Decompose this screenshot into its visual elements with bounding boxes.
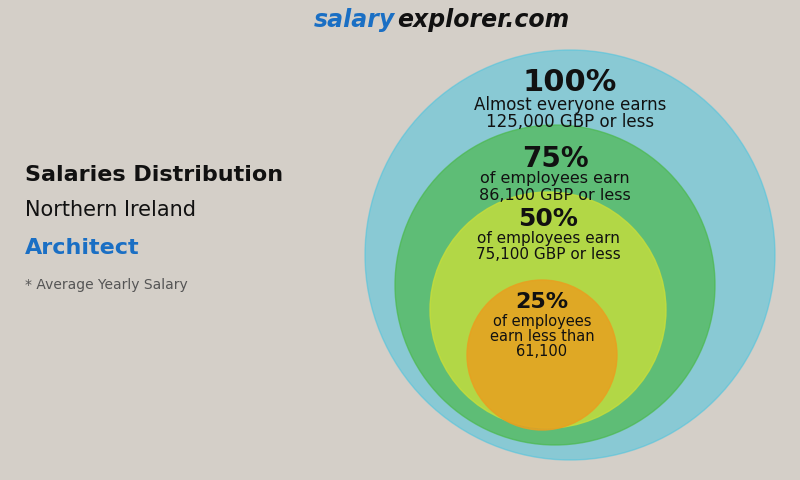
Text: explorer.com: explorer.com: [397, 8, 570, 32]
Circle shape: [430, 192, 666, 428]
Text: earn less than: earn less than: [490, 329, 594, 344]
Text: 50%: 50%: [518, 207, 578, 231]
Text: 100%: 100%: [523, 68, 617, 97]
Text: Northern Ireland: Northern Ireland: [25, 200, 196, 220]
Text: Almost everyone earns: Almost everyone earns: [474, 96, 666, 114]
Text: salary: salary: [314, 8, 395, 32]
Text: 86,100 GBP or less: 86,100 GBP or less: [479, 188, 631, 203]
Text: 75%: 75%: [522, 145, 588, 173]
Circle shape: [365, 50, 775, 460]
Text: 125,000 GBP or less: 125,000 GBP or less: [486, 113, 654, 131]
Circle shape: [395, 125, 715, 445]
Text: * Average Yearly Salary: * Average Yearly Salary: [25, 278, 188, 292]
Text: of employees earn: of employees earn: [477, 231, 619, 246]
Text: 61,100: 61,100: [517, 344, 567, 359]
Text: of employees: of employees: [493, 314, 591, 329]
Text: of employees earn: of employees earn: [480, 171, 630, 186]
Text: 75,100 GBP or less: 75,100 GBP or less: [476, 247, 620, 262]
Text: 25%: 25%: [515, 292, 569, 312]
Text: Salaries Distribution: Salaries Distribution: [25, 165, 283, 185]
Text: Architect: Architect: [25, 238, 140, 258]
Circle shape: [467, 280, 617, 430]
